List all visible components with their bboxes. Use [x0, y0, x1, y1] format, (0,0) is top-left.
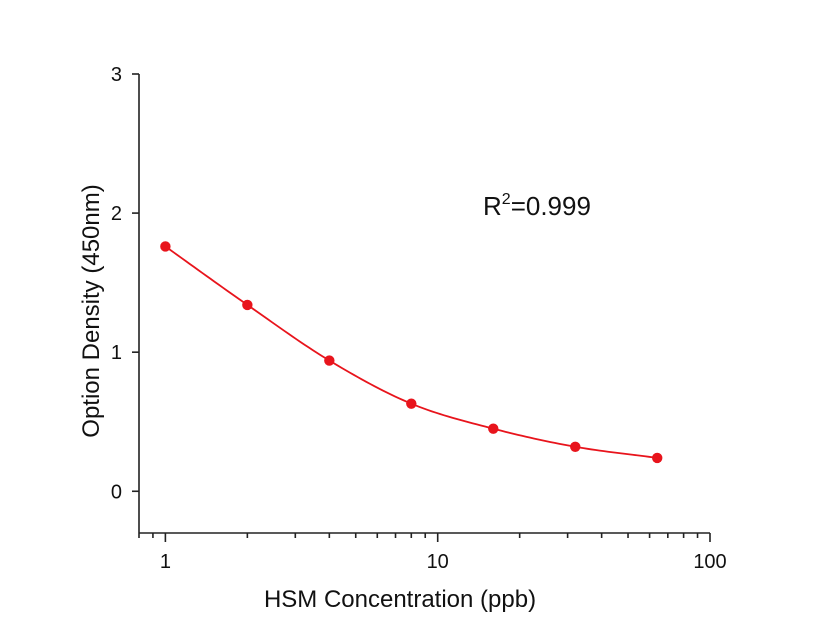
y-axis: 0 1 2 3 — [111, 64, 140, 533]
y-tick-label: 1 — [111, 342, 122, 364]
r-squared-base: R — [483, 191, 502, 221]
r-squared-value: =0.999 — [511, 191, 591, 221]
fit-curve — [164, 245, 658, 459]
data-point — [242, 299, 253, 311]
y-tick-label: 2 — [111, 203, 122, 225]
data-point — [488, 423, 499, 434]
x-axis-title: HSM Concentration (ppb) — [264, 586, 536, 613]
data-point — [406, 398, 417, 409]
series-layer — [160, 241, 663, 464]
x-axis: 1 10 100 — [138, 532, 727, 573]
x-tick-label: 1 — [160, 551, 171, 573]
data-point — [324, 355, 335, 366]
y-tick-label: 3 — [111, 64, 122, 86]
y-tick-label: 0 — [111, 481, 122, 503]
r-squared-annotation: R2=0.999 — [483, 191, 591, 221]
x-tick-label: 100 — [693, 551, 726, 573]
y-axis-title: Option Density (450nm) — [78, 184, 105, 437]
data-point — [652, 452, 663, 464]
r-squared-superscript: 2 — [502, 191, 511, 208]
data-point — [160, 241, 171, 252]
x-tick-label: 10 — [427, 551, 449, 573]
data-point — [570, 441, 581, 452]
